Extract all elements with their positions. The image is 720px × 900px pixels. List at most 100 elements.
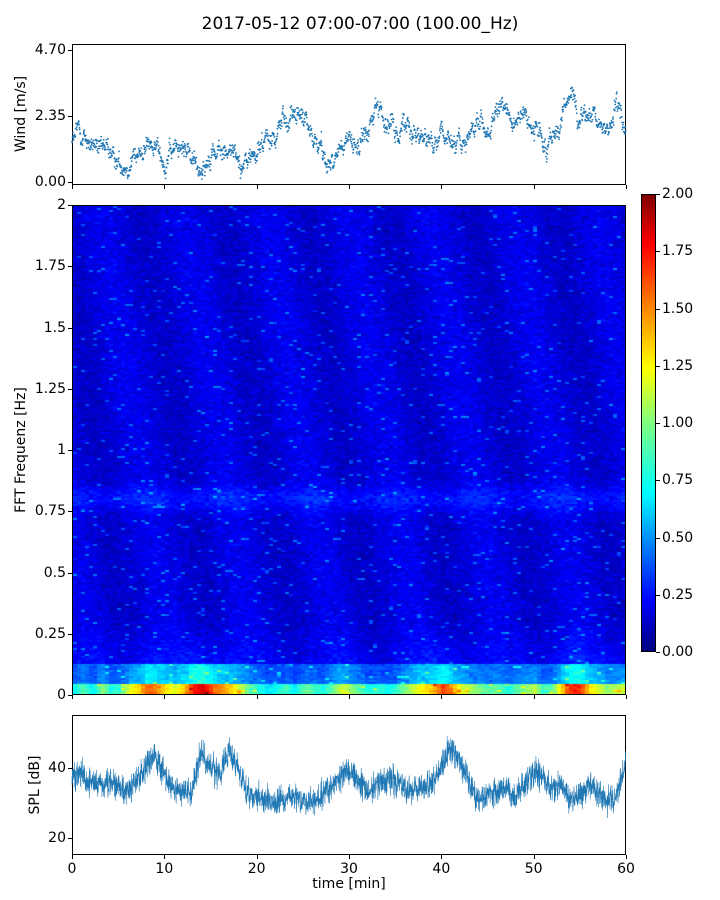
wind-point	[496, 108, 498, 110]
wind-point	[547, 143, 550, 146]
wind-point	[211, 151, 213, 154]
wind-point	[390, 125, 392, 127]
wind-point	[139, 155, 142, 158]
wind-point	[485, 130, 487, 133]
wind-point	[521, 117, 523, 120]
wind-point	[583, 110, 585, 112]
wind-point	[266, 129, 268, 131]
wind-point	[75, 126, 78, 128]
wind-point	[211, 143, 214, 145]
wind-point	[343, 148, 346, 151]
wind-point	[274, 143, 276, 146]
wind-point	[188, 147, 191, 149]
wind-point	[536, 125, 539, 128]
wind-x-tick-mark	[533, 185, 535, 189]
x-tick-label: 20	[247, 861, 266, 877]
spl-series-line	[71, 736, 626, 819]
wind-point	[150, 141, 153, 144]
wind-point	[182, 147, 185, 150]
wind-point	[221, 149, 224, 152]
wind-point	[324, 153, 326, 156]
wind-point	[96, 149, 99, 152]
wind-point	[526, 118, 529, 121]
wind-point	[107, 152, 110, 155]
wind-point	[429, 142, 431, 144]
colorbar-tick-mark	[656, 652, 660, 653]
wind-point	[377, 113, 380, 116]
wind-point	[397, 138, 400, 141]
wind-point	[109, 148, 112, 151]
wind-point	[248, 152, 251, 155]
wind-point	[575, 108, 578, 111]
wind-point	[546, 153, 549, 155]
wind-point	[309, 125, 312, 127]
wind-point	[366, 134, 368, 137]
wind-point	[624, 129, 627, 132]
wind-point	[384, 117, 387, 120]
wind-point	[295, 122, 298, 125]
wind-point	[185, 155, 188, 158]
wind-point	[443, 142, 446, 145]
wind-point	[614, 103, 617, 106]
wind-point	[560, 126, 562, 128]
wind-point	[80, 142, 83, 145]
wind-point	[128, 174, 131, 177]
wind-point	[157, 150, 160, 153]
figure-title: 2017-05-12 07:00-07:00 (100.00_Hz)	[201, 14, 519, 34]
wind-point	[224, 146, 226, 149]
wind-point	[349, 138, 352, 141]
wind-point	[245, 152, 247, 155]
wind-point	[357, 141, 359, 144]
wind-point	[301, 109, 304, 111]
wind-x-tick-mark	[72, 185, 73, 189]
wind-point	[345, 132, 348, 134]
wind-point	[219, 154, 222, 157]
wind-point	[580, 106, 583, 109]
wind-point	[563, 97, 565, 100]
wind-point	[461, 145, 464, 148]
wind-point	[418, 140, 421, 143]
wind-point	[322, 154, 324, 157]
wind-point	[238, 159, 241, 162]
wind-point	[624, 126, 627, 128]
wind-point	[615, 91, 618, 93]
wind-point	[323, 151, 326, 154]
wind-point	[435, 146, 438, 149]
wind-point	[608, 127, 611, 129]
wind-point	[115, 160, 118, 163]
wind-point	[181, 140, 184, 143]
wind-point	[247, 161, 250, 164]
wind-point	[275, 137, 278, 140]
wind-point	[385, 131, 388, 134]
wind-point	[209, 160, 211, 163]
spectrogram-y-tick-mark	[68, 572, 72, 574]
wind-point	[555, 130, 558, 133]
wind-point	[234, 154, 237, 156]
wind-point	[606, 124, 609, 126]
wind-point	[343, 144, 345, 147]
wind-point	[365, 131, 368, 133]
wind-point	[214, 153, 217, 156]
wind-point	[519, 121, 521, 124]
wind-point	[118, 150, 120, 153]
wind-point	[72, 138, 75, 141]
wind-point	[367, 133, 370, 136]
wind-point	[471, 125, 474, 128]
wind-point	[142, 158, 145, 160]
wind-point	[417, 127, 420, 130]
colorbar-tick-mark	[656, 194, 660, 195]
wind-point	[441, 120, 443, 123]
wind-point	[439, 125, 442, 127]
wind-point	[253, 152, 256, 154]
x-tick-label: 40	[432, 861, 451, 877]
wind-point	[365, 128, 367, 131]
wind-point	[371, 114, 374, 117]
wind-point	[433, 146, 436, 149]
wind-point	[584, 110, 587, 113]
wind-point	[177, 150, 179, 153]
wind-point	[373, 112, 376, 114]
wind-point	[292, 111, 294, 113]
wind-point	[465, 143, 468, 146]
x-tick-label: 60	[617, 861, 635, 877]
wind-point	[413, 125, 415, 128]
